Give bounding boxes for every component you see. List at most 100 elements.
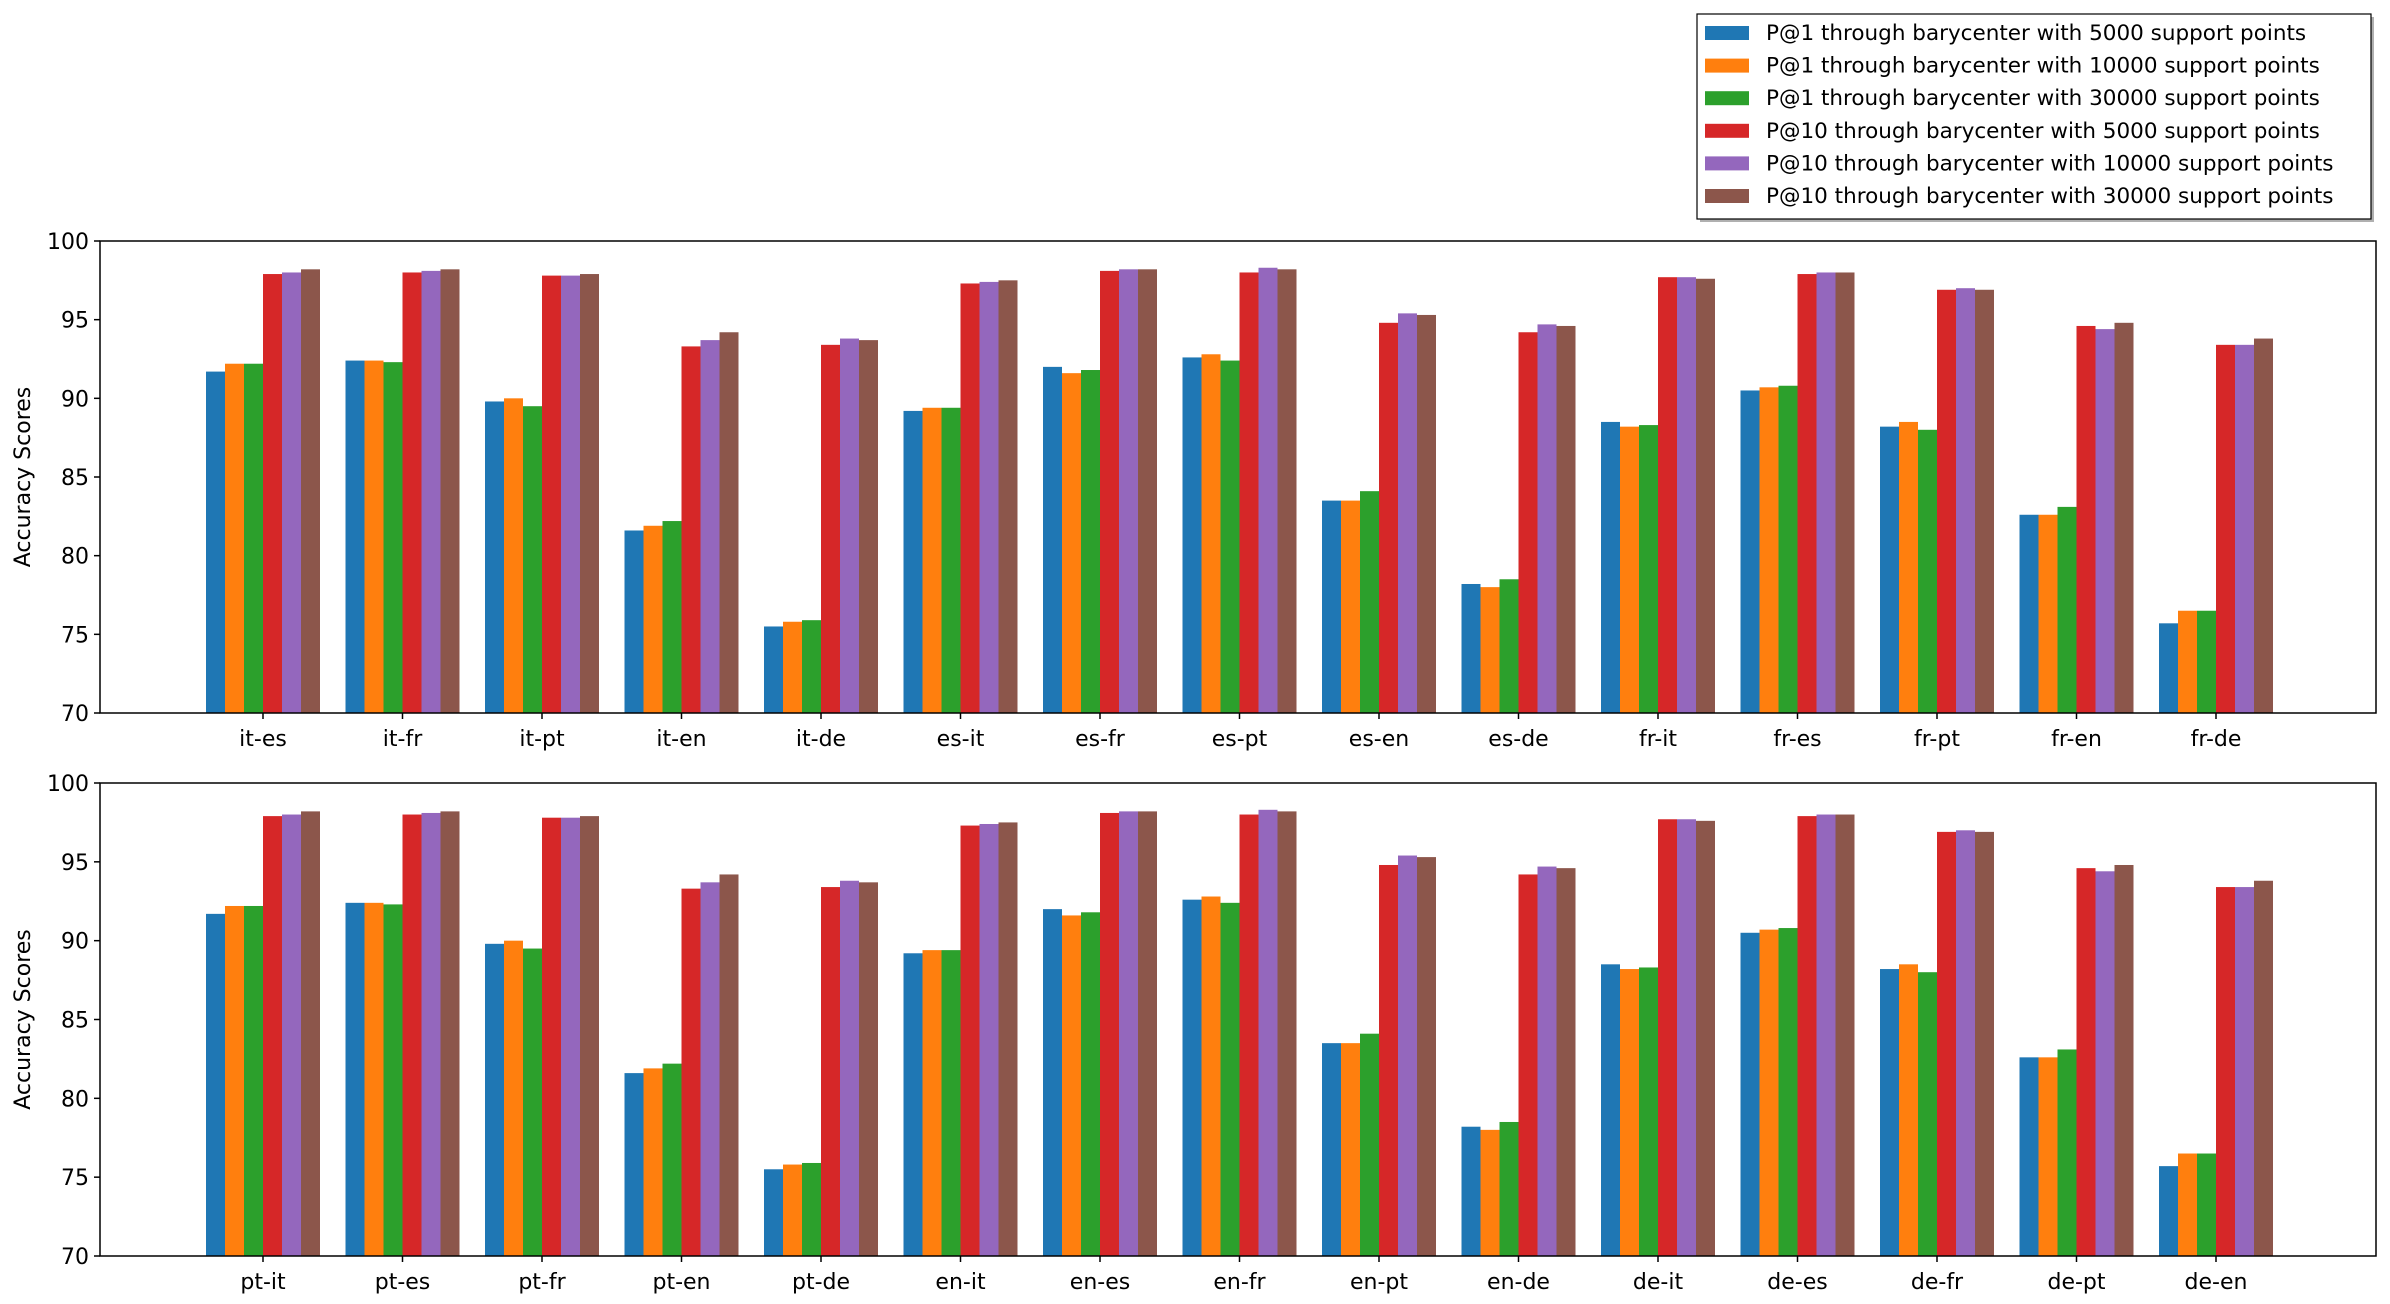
bar-fr-en-series-5 — [2095, 329, 2115, 713]
x-tick-label-es-it: es-it — [937, 727, 985, 752]
bar-en-es-series-1 — [1043, 909, 1062, 1256]
bar-de-en-series-2 — [2178, 1153, 2197, 1256]
x-tick-label-de-en: de-en — [2185, 1270, 2248, 1295]
bar-es-pt-series-1 — [1182, 357, 1202, 713]
bar-de-fr-series-4 — [1937, 831, 1956, 1256]
bar-en-de-series-3 — [1499, 1121, 1519, 1256]
bar-it-de-series-2 — [783, 621, 802, 713]
bar-it-de-series-3 — [802, 620, 821, 713]
bar-fr-pt-series-5 — [1956, 288, 1975, 713]
bar-de-en-series-4 — [2216, 887, 2235, 1256]
bar-en-de-series-5 — [1537, 866, 1557, 1256]
x-tick-label-es-de: es-de — [1488, 727, 1548, 752]
bar-pt-it-series-6 — [301, 811, 320, 1256]
legend-entry-3: P@1 through barycenter with 30000 suppor… — [1766, 86, 2320, 111]
bar-pt-en-series-4 — [681, 888, 701, 1256]
bar-de-es-series-5 — [1816, 814, 1836, 1256]
bar-es-fr-series-5 — [1119, 269, 1138, 713]
bar-en-it-series-3 — [941, 950, 961, 1256]
y-tick-label-80: 80 — [61, 545, 89, 570]
bar-fr-en-series-6 — [2114, 322, 2134, 713]
bar-pt-it-series-1 — [206, 913, 225, 1256]
y-tick-label-85: 85 — [61, 466, 89, 491]
bar-it-de-series-5 — [840, 338, 859, 713]
bar-fr-it-series-1 — [1601, 421, 1620, 713]
bar-es-de-series-5 — [1537, 324, 1557, 713]
bar-en-it-series-1 — [903, 953, 923, 1256]
bar-es-it-series-1 — [903, 410, 923, 713]
x-tick-label-pt-en: pt-en — [652, 1270, 710, 1295]
bar-en-pt-series-3 — [1360, 1033, 1379, 1256]
x-tick-label-de-it: de-it — [1633, 1270, 1684, 1295]
bar-en-de-series-2 — [1480, 1129, 1500, 1256]
bar-it-pt-series-1 — [485, 401, 504, 713]
bar-en-es-series-3 — [1081, 912, 1100, 1256]
bar-es-de-series-1 — [1461, 583, 1481, 713]
bar-en-de-series-1 — [1461, 1126, 1481, 1256]
x-tick-label-it-en: it-en — [656, 727, 706, 752]
x-tick-label-fr-es: fr-es — [1773, 727, 1821, 752]
bar-pt-en-series-1 — [624, 1073, 644, 1256]
bar-de-it-series-4 — [1658, 819, 1677, 1256]
bar-de-it-series-5 — [1677, 819, 1696, 1256]
bar-en-fr-series-6 — [1277, 811, 1297, 1256]
bar-es-en-series-4 — [1379, 322, 1398, 713]
bar-de-it-series-2 — [1620, 969, 1639, 1256]
bar-it-fr-series-3 — [383, 362, 403, 713]
bar-fr-de-series-2 — [2178, 610, 2197, 713]
legend-entry-6: P@10 through barycenter with 30000 suppo… — [1766, 184, 2333, 209]
bar-it-fr-series-5 — [421, 270, 441, 713]
bar-it-es-series-2 — [225, 363, 244, 713]
bar-it-en-series-4 — [681, 346, 701, 713]
bar-fr-es-series-2 — [1759, 387, 1779, 713]
x-tick-label-pt-it: pt-it — [240, 1270, 286, 1295]
y-axis-label: Accuracy Scores — [11, 387, 36, 568]
bar-fr-it-series-3 — [1639, 425, 1658, 713]
bar-es-fr-series-4 — [1100, 270, 1119, 713]
bar-es-fr-series-3 — [1081, 370, 1100, 713]
bar-de-es-series-1 — [1740, 932, 1760, 1256]
bar-en-fr-series-4 — [1239, 814, 1259, 1256]
bar-en-it-series-4 — [960, 825, 980, 1256]
bar-es-de-series-2 — [1480, 587, 1500, 713]
bar-pt-de-series-3 — [802, 1162, 821, 1256]
bar-es-de-series-6 — [1556, 325, 1576, 713]
bar-es-pt-series-6 — [1277, 269, 1297, 713]
x-tick-label-de-fr: de-fr — [1911, 1270, 1964, 1295]
bar-pt-it-series-4 — [263, 816, 282, 1256]
bar-de-en-series-6 — [2254, 880, 2273, 1256]
legend-swatch-3 — [1705, 91, 1749, 106]
x-tick-label-de-es: de-es — [1767, 1270, 1827, 1295]
bar-pt-es-series-2 — [364, 902, 384, 1256]
bar-it-fr-series-4 — [402, 272, 422, 713]
bar-it-pt-series-5 — [561, 275, 580, 713]
bar-pt-en-series-3 — [662, 1063, 682, 1256]
bar-en-es-series-4 — [1100, 812, 1119, 1256]
bar-pt-de-series-1 — [764, 1169, 783, 1256]
bar-en-es-series-2 — [1062, 915, 1081, 1256]
bar-fr-pt-series-2 — [1899, 421, 1918, 713]
bar-pt-es-series-1 — [345, 902, 365, 1256]
y-tick-label-80: 80 — [61, 1087, 89, 1112]
bar-pt-fr-series-1 — [485, 943, 504, 1256]
plot-frame — [99, 782, 2377, 1257]
bar-pt-fr-series-5 — [561, 817, 580, 1256]
bar-en-pt-series-1 — [1322, 1043, 1341, 1256]
bar-es-en-series-1 — [1322, 500, 1341, 713]
bar-de-it-series-6 — [1696, 820, 1715, 1256]
bar-pt-de-series-6 — [859, 882, 878, 1256]
x-tick-label-pt-es: pt-es — [375, 1270, 431, 1295]
bar-it-en-series-2 — [643, 525, 663, 713]
bar-de-es-series-2 — [1759, 929, 1779, 1256]
bar-de-en-series-5 — [2235, 887, 2254, 1256]
bar-fr-es-series-3 — [1778, 385, 1798, 713]
bar-de-it-series-3 — [1639, 967, 1658, 1256]
legend-swatch-5 — [1705, 156, 1749, 171]
bar-en-it-series-5 — [979, 823, 999, 1256]
bar-es-de-series-4 — [1518, 332, 1538, 713]
bar-en-de-series-4 — [1518, 874, 1538, 1256]
bar-de-fr-series-1 — [1880, 969, 1899, 1256]
bar-fr-pt-series-6 — [1975, 289, 1994, 713]
x-tick-label-it-es: it-es — [239, 727, 287, 752]
